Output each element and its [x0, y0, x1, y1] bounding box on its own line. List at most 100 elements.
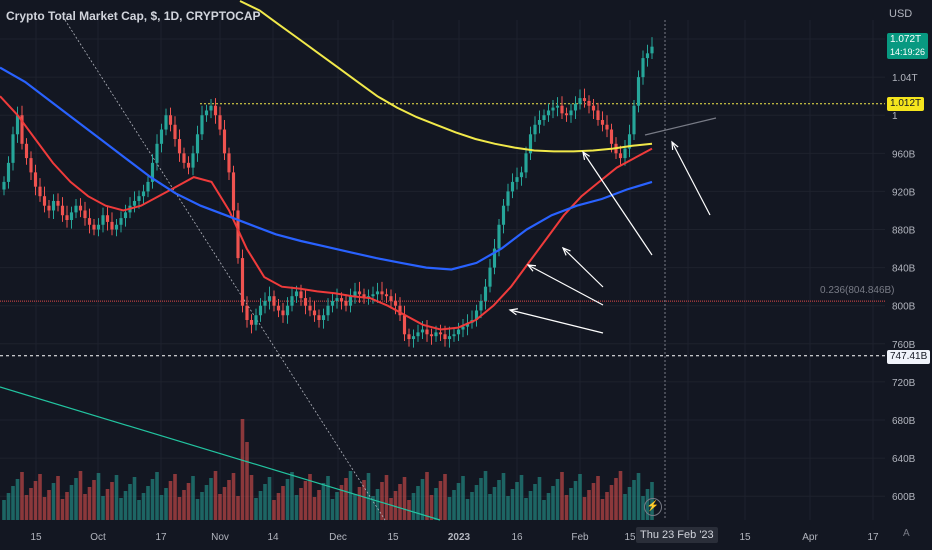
- volume-bar: [128, 484, 132, 520]
- candle-body: [528, 134, 533, 154]
- candle-body: [119, 218, 123, 225]
- volume-bar: [578, 474, 582, 520]
- volume-bar: [447, 497, 452, 520]
- volume-bar: [425, 472, 429, 520]
- candle-body: [510, 181, 515, 192]
- volume-bar: [564, 495, 569, 520]
- volume-bar: [546, 493, 551, 520]
- volume-bar: [213, 471, 218, 520]
- candle-body: [173, 124, 177, 140]
- volume-bar: [587, 490, 591, 520]
- volume-bar: [272, 500, 276, 520]
- volume-bar: [65, 492, 69, 520]
- high-level-tag: 1.012T: [887, 97, 925, 111]
- candle-body: [150, 162, 155, 182]
- candle-body: [69, 212, 74, 220]
- volume-bar: [542, 500, 546, 520]
- volume-bar: [119, 498, 123, 520]
- crosshair-date-label: Thu 23 Feb '23: [636, 527, 718, 543]
- candle-body: [200, 115, 204, 135]
- candle-body: [240, 258, 245, 306]
- candle-body: [605, 124, 609, 130]
- axes: 1.08T1.04T1960B920B880B840B800B760B720B6…: [30, 35, 917, 543]
- volume-bar: [632, 480, 636, 520]
- volume-bar: [60, 499, 65, 520]
- candle-body: [339, 298, 344, 301]
- volume-bar: [195, 499, 200, 520]
- volume-bar: [537, 477, 542, 520]
- candle-body: [11, 134, 15, 163]
- candle-body: [438, 332, 443, 335]
- y-tick-label: 680B: [892, 416, 916, 427]
- candle-body: [645, 53, 650, 59]
- volume-bar: [245, 442, 249, 520]
- candle-body: [609, 129, 614, 144]
- candle-body: [191, 153, 195, 168]
- volume-bar: [51, 483, 56, 520]
- volume-bar: [605, 492, 609, 520]
- candle-body: [285, 305, 290, 316]
- candle-body: [213, 105, 218, 116]
- candle-body: [452, 334, 456, 337]
- volume-bar: [362, 480, 366, 520]
- candle-body: [56, 200, 60, 206]
- auto-scale-button[interactable]: A: [903, 528, 910, 539]
- volume-bar: [56, 476, 60, 520]
- y-tick-label: 1: [892, 111, 898, 122]
- candle-body: [42, 196, 47, 206]
- volume-bar: [218, 494, 222, 520]
- y-tick-label: 880B: [892, 226, 916, 237]
- volume-bar: [582, 497, 587, 520]
- candle-body: [434, 332, 438, 337]
- arrow-head: [582, 150, 591, 160]
- candle-body: [254, 315, 258, 325]
- volume-bar: [83, 494, 87, 520]
- candle-body: [555, 105, 560, 108]
- annotation-arrows: [508, 117, 717, 334]
- volume-bar: [321, 483, 326, 520]
- candle-body: [618, 153, 623, 159]
- candle-body: [15, 115, 20, 135]
- volume-bar: [470, 492, 474, 520]
- volume-bar: [627, 487, 632, 520]
- volume-bar: [353, 494, 357, 520]
- volume-bar: [209, 478, 213, 520]
- candle-body: [573, 103, 578, 111]
- candle-body: [501, 205, 506, 225]
- volume-bar: [380, 482, 384, 520]
- candle-body: [389, 296, 393, 301]
- candle-body: [380, 291, 384, 295]
- volume-bar: [38, 474, 42, 520]
- volume-bar: [2, 500, 6, 520]
- volume-bar: [290, 472, 294, 520]
- volume-bar: [510, 489, 515, 520]
- volume-bar: [222, 487, 227, 520]
- volume-bar: [78, 471, 83, 520]
- candle-body: [474, 310, 479, 320]
- candle-body: [537, 120, 542, 125]
- x-tick-label: 17: [155, 532, 167, 543]
- volume-bar: [15, 479, 20, 520]
- candle-body: [182, 153, 186, 163]
- candle-body: [650, 46, 654, 54]
- volume-bar: [33, 481, 38, 520]
- volume-bar: [384, 475, 389, 520]
- candle-body: [335, 298, 339, 301]
- volume-bar: [452, 490, 456, 520]
- volume-bar: [348, 471, 353, 520]
- lightning-icon[interactable]: ⚡: [644, 498, 662, 516]
- candle-body: [627, 134, 632, 149]
- candlesticks: [2, 37, 654, 348]
- annotation-arrow: [562, 247, 604, 288]
- candle-body: [384, 294, 389, 297]
- candle-body: [357, 291, 362, 295]
- candle-body: [101, 215, 105, 225]
- y-tick-label: 600B: [892, 492, 916, 503]
- candle-body: [281, 310, 285, 316]
- candle-body: [222, 129, 227, 154]
- volume-bar: [299, 488, 303, 520]
- volume-bar: [114, 475, 119, 520]
- candle-body: [110, 221, 114, 230]
- volume-bar: [123, 491, 128, 520]
